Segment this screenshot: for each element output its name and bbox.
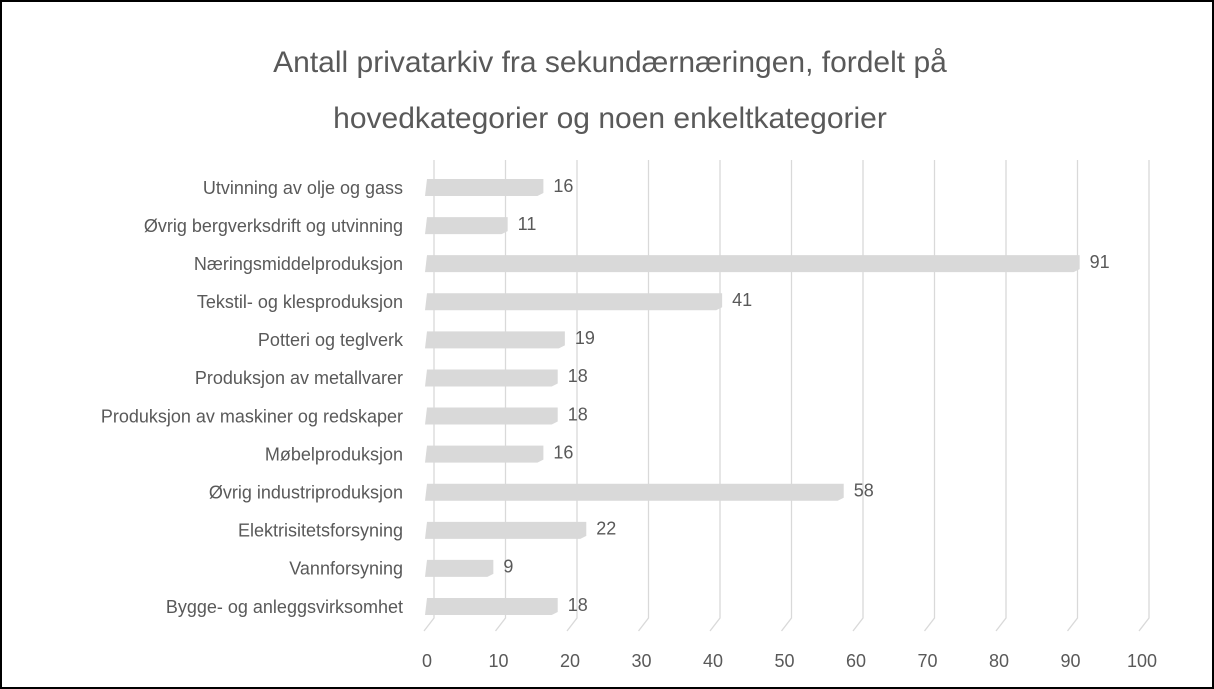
y-tick-label: Elektrisitetsforsyning (238, 521, 403, 541)
y-tick-label: Produksjon av maskiner og redskaper (101, 406, 403, 426)
grid-line (494, 160, 507, 632)
x-tick-label: 90 (1060, 651, 1080, 671)
x-tick-label: 100 (1127, 651, 1157, 671)
data-label: 16 (553, 442, 573, 462)
bar (425, 255, 1080, 273)
bar (425, 369, 558, 387)
grid-line (780, 160, 793, 632)
y-tick-label: Vannforsyning (289, 559, 403, 579)
bar (425, 483, 844, 501)
data-label: 16 (553, 176, 573, 196)
x-tick-label: 60 (846, 651, 866, 671)
chart-title: hovedkategorier og noen enkeltkategorier (333, 102, 887, 135)
bar (425, 598, 558, 615)
bar (425, 293, 723, 311)
data-label: 91 (1090, 252, 1110, 272)
data-label: 18 (568, 404, 588, 424)
x-tick-label: 80 (989, 651, 1009, 671)
x-tick-label: 30 (631, 651, 651, 671)
x-tick-label: 70 (917, 651, 937, 671)
data-label: 58 (854, 480, 874, 500)
x-tick-label: 0 (422, 651, 432, 671)
grid-line (1138, 160, 1150, 632)
x-tick-label: 40 (703, 651, 723, 671)
bar (425, 179, 544, 196)
data-label: 11 (518, 214, 537, 234)
grid-line (566, 160, 578, 632)
data-label: 41 (732, 290, 752, 310)
y-tick-label: Produksjon av metallvarer (195, 368, 403, 388)
grid-line (852, 160, 864, 632)
data-label: 19 (575, 328, 595, 348)
y-tick-label: Tekstil- og klesproduksjon (197, 292, 403, 312)
data-label: 9 (503, 557, 513, 577)
bar (425, 445, 544, 463)
grid-line (1066, 160, 1079, 632)
y-tick-label: Øvrig industriproduksjon (209, 482, 403, 502)
bar (425, 407, 558, 425)
chart-title: Antall privatarkiv fra sekundærnæringen,… (273, 46, 947, 79)
y-tick-label: Næringsmiddelproduksjon (194, 254, 403, 274)
grid-line (637, 160, 650, 632)
y-tick-label: Møbelproduksjon (265, 444, 403, 464)
bar (425, 521, 587, 539)
data-label: 18 (568, 595, 588, 615)
bar (425, 331, 565, 349)
grid-line (923, 160, 936, 632)
data-label: 22 (596, 519, 616, 539)
y-tick-label: Potteri og teglverk (258, 330, 404, 350)
data-label: 18 (568, 366, 588, 386)
x-tick-label: 50 (774, 651, 794, 671)
y-tick-label: Øvrig bergverksdrift og utvinning (144, 216, 403, 236)
grid-line (709, 160, 721, 632)
x-tick-label: 20 (560, 651, 580, 671)
y-tick-label: Utvinning av olje og gass (203, 178, 403, 198)
x-tick-label: 10 (488, 651, 508, 671)
grid-line (423, 160, 435, 632)
bar (425, 559, 494, 577)
y-tick-label: Bygge- og anleggsvirksomhet (166, 597, 403, 617)
bar (425, 217, 508, 235)
grid-line (995, 160, 1007, 632)
